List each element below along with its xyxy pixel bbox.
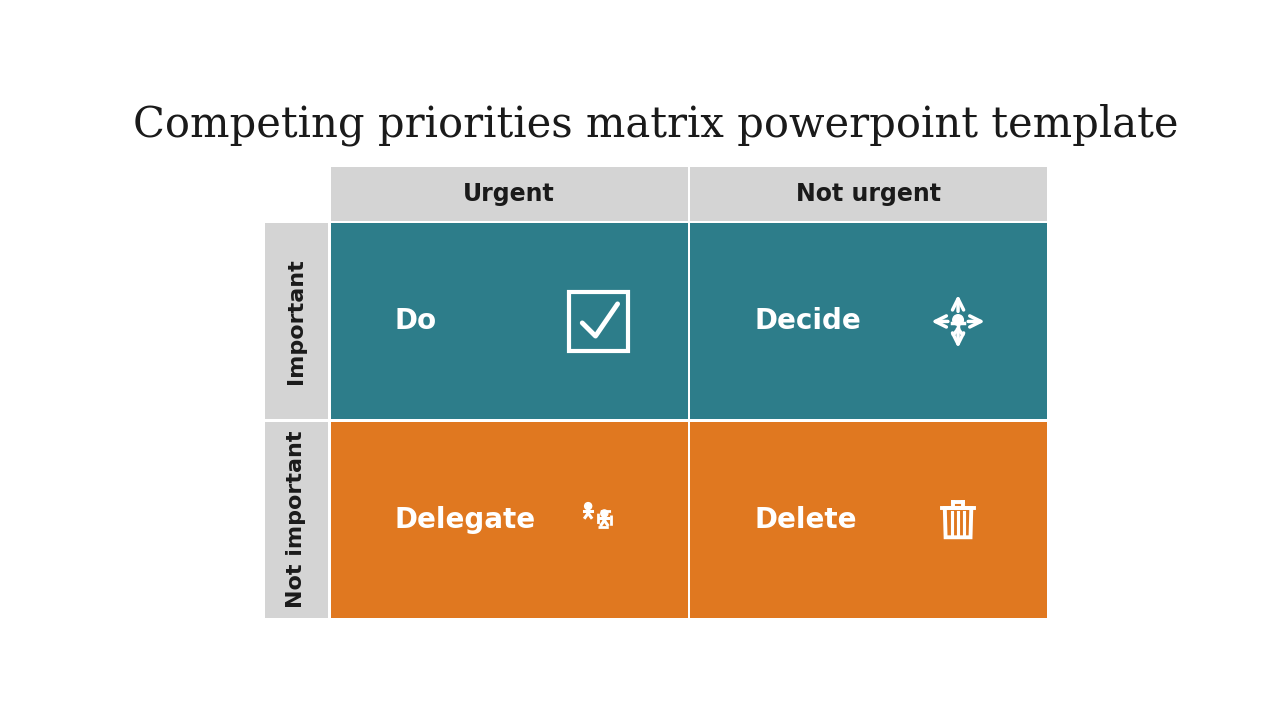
- Text: Delete: Delete: [754, 505, 856, 534]
- Text: Competing priorities matrix powerpoint template: Competing priorities matrix powerpoint t…: [133, 104, 1179, 146]
- Bar: [690, 422, 1047, 618]
- Bar: [265, 223, 328, 420]
- Bar: [690, 167, 1047, 221]
- Bar: [330, 422, 687, 618]
- Circle shape: [600, 510, 608, 517]
- Text: Urgent: Urgent: [463, 182, 556, 206]
- Text: Important: Important: [287, 258, 306, 384]
- Text: Decide: Decide: [754, 307, 861, 336]
- Text: Do: Do: [394, 307, 436, 336]
- Circle shape: [952, 315, 964, 325]
- Bar: [265, 422, 328, 618]
- Circle shape: [585, 503, 591, 510]
- Bar: [330, 167, 687, 221]
- Text: Not important: Not important: [287, 431, 306, 608]
- Bar: [690, 223, 1047, 420]
- Bar: [330, 223, 687, 420]
- Text: Not urgent: Not urgent: [796, 182, 941, 206]
- Text: Delegate: Delegate: [394, 505, 536, 534]
